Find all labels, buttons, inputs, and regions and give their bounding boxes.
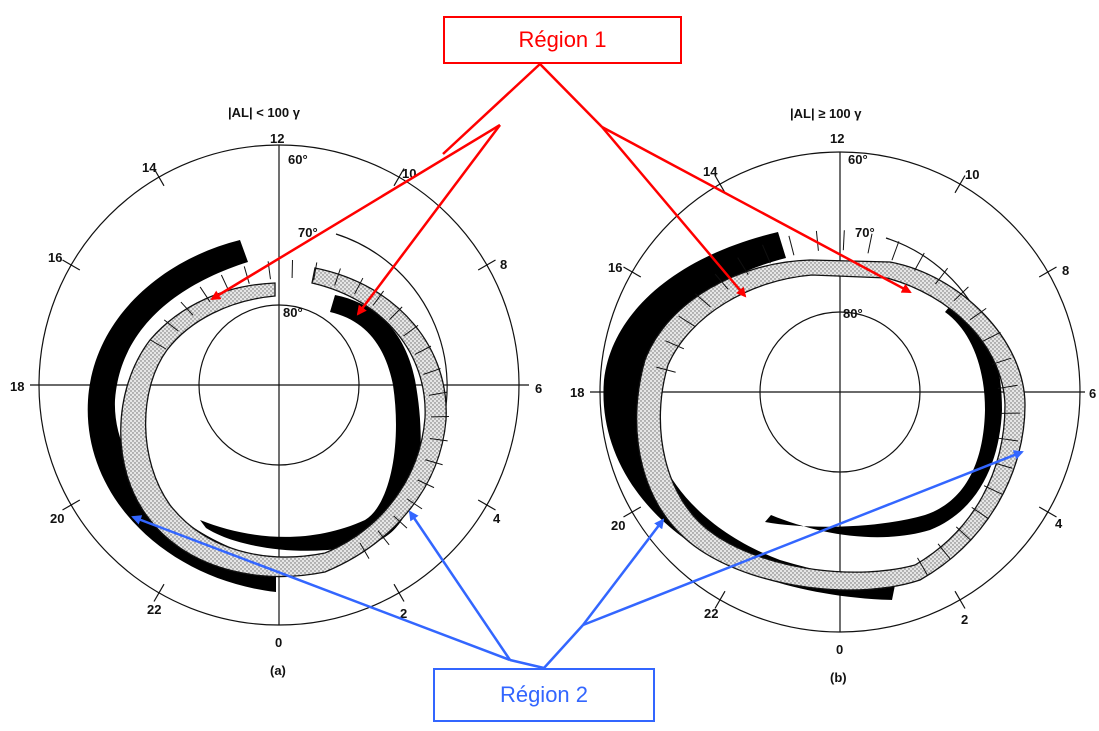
panel-b-region1-band xyxy=(765,300,1002,537)
panel-a-hour-tick xyxy=(394,584,404,601)
panel-a-hour-label: 14 xyxy=(142,160,157,175)
panel-a-hour-label: 22 xyxy=(147,602,161,617)
panel-b-dotted-ring xyxy=(637,260,1025,590)
region1-label: Région 1 xyxy=(443,16,682,64)
region1-arrow xyxy=(443,64,540,154)
region1-arrow xyxy=(358,125,500,314)
region1-arrow xyxy=(212,125,500,299)
panel-a-hour-tick xyxy=(478,260,495,270)
region2-arrow xyxy=(544,625,583,668)
panel-a-latitude-labels: 60° 70° 80° xyxy=(283,152,318,320)
panel-a-hour-tick xyxy=(62,500,79,510)
panel-b-hour-tick xyxy=(955,591,965,608)
panel-a-hour-label: 4 xyxy=(493,511,501,526)
panel-b-hour-label: 2 xyxy=(961,612,968,627)
panel-a-hour-tick xyxy=(478,500,495,510)
panel-b-title: |AL| ≥ 100 γ xyxy=(790,106,862,121)
panel-a-ring-segment xyxy=(244,266,249,283)
panel-a-hour-label: 6 xyxy=(535,381,542,396)
panel-b-hour-tick xyxy=(1039,267,1056,277)
panel-b-ring-segment xyxy=(843,230,844,250)
panel-b-hour-label: 8 xyxy=(1062,263,1069,278)
panel-b-hour-tick xyxy=(955,175,965,192)
panel-a-hour-label: 8 xyxy=(500,257,507,272)
region2-label: Région 2 xyxy=(433,668,655,722)
panel-a-caption: (a) xyxy=(270,663,286,678)
panel-b-hour-label: 22 xyxy=(704,606,718,621)
panel-b-hour-tick xyxy=(623,507,640,517)
panel-a-latitude-label: 60° xyxy=(288,152,308,167)
panel-b-ring-segment xyxy=(915,253,925,271)
panel-b-hour-label: 6 xyxy=(1089,386,1096,401)
panel-b-latitude-label: 80° xyxy=(843,306,863,321)
panel-b-hour-label: 20 xyxy=(611,518,625,533)
panel-b-hour-label: 10 xyxy=(965,167,979,182)
panel-a-hour-label: 16 xyxy=(48,250,62,265)
panel-a-hour-label: 20 xyxy=(50,511,64,526)
panel-a: |AL| < 100 γ (a) 12 14 16 18 20 22 0 2 4… xyxy=(10,105,542,678)
panel-b-hour-label: 12 xyxy=(830,131,844,146)
region1-arrow xyxy=(602,127,745,296)
region2-arrow xyxy=(510,660,544,668)
region2-arrow xyxy=(410,512,510,660)
panel-a-hour-label: 0 xyxy=(275,635,282,650)
panel-a-hour-label: 12 xyxy=(270,131,284,146)
panel-b-hour-tick xyxy=(1039,507,1056,517)
panel-b-hour-tick xyxy=(623,267,640,277)
panel-b-caption: (b) xyxy=(830,670,847,685)
panel-b-hour-label: 4 xyxy=(1055,516,1063,531)
panel-a-hour-label: 18 xyxy=(10,379,24,394)
panel-a-title: |AL| < 100 γ xyxy=(228,105,301,120)
panel-a-hour-tick xyxy=(154,584,164,601)
panel-a-hour-tick xyxy=(62,260,79,270)
panel-b-ring-segment xyxy=(789,236,794,255)
region1-arrow xyxy=(540,64,602,127)
panel-b-hour-label: 16 xyxy=(608,260,622,275)
panel-b-latitude-label: 70° xyxy=(855,225,875,240)
panel-b-hour-label: 18 xyxy=(570,385,584,400)
panel-a-latitude-label: 80° xyxy=(283,305,303,320)
panel-b-latitude-label: 60° xyxy=(848,152,868,167)
panel-b-hour-label: 0 xyxy=(836,642,843,657)
panel-b-ring-segment xyxy=(892,241,899,260)
panel-b-latitude-labels: 60° 70° 80° xyxy=(843,152,875,321)
panel-b-hour-label: 14 xyxy=(703,164,718,179)
